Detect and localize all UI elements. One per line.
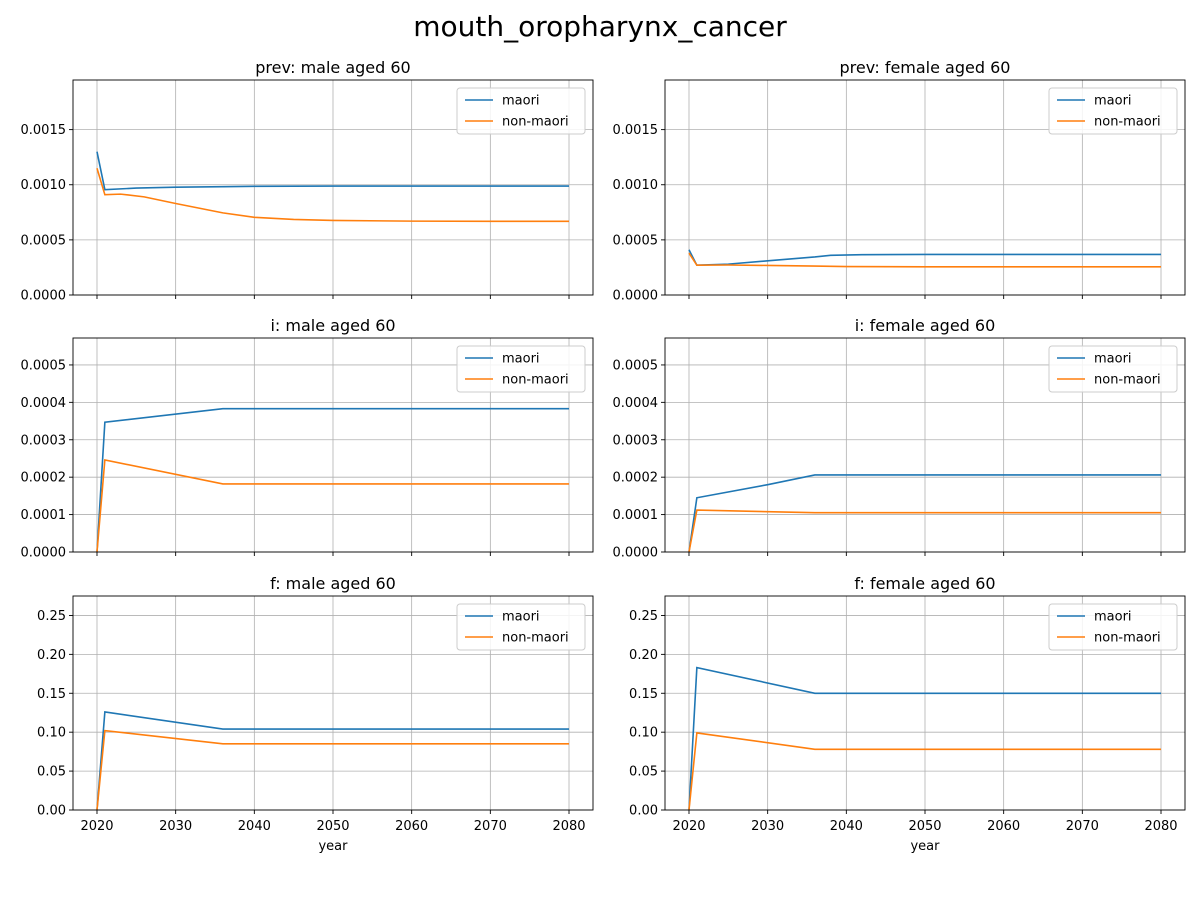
series-line-non-maori: [688, 509, 1162, 552]
series-line-non-maori: [96, 167, 570, 223]
subplot-title: f: female aged 60: [854, 574, 995, 593]
y-tick-label: 0.0010: [21, 178, 67, 193]
subplot-title: i: male aged 60: [270, 316, 395, 335]
legend-label: non-maori: [1094, 373, 1161, 388]
legend-label: non-maori: [502, 115, 569, 130]
x-tick-label: 2080: [1144, 819, 1177, 834]
y-tick-label: 0.15: [629, 687, 658, 702]
y-tick-label: 0.00: [629, 804, 658, 819]
subplot-title: prev: female aged 60: [840, 58, 1011, 77]
y-tick-label: 0.0005: [613, 233, 659, 248]
subplot-title: i: female aged 60: [855, 316, 996, 335]
x-axis-label: year: [910, 839, 940, 854]
y-tick-label: 0.0001: [21, 508, 67, 523]
x-tick-label: 2060: [987, 819, 1020, 834]
subplot-3: 0.0000 0.0001 0.0002 0.0003 0.0004 0.0005 i: m…: [21, 316, 594, 561]
y-tick-label: 0.0001: [613, 508, 659, 523]
x-tick-label: 2060: [395, 819, 428, 834]
x-tick-label: 2020: [672, 819, 705, 834]
x-tick-label: 2040: [830, 819, 863, 834]
y-tick-label: 0.00: [37, 804, 66, 819]
y-tick-label: 0.15: [37, 687, 66, 702]
subplot-4: 0.0000 0.0001 0.0002 0.0003 0.0004 0.0005 i: f…: [613, 316, 1186, 561]
x-tick-label: 2030: [159, 819, 192, 834]
series-line-maori: [96, 711, 570, 810]
y-tick-label: 0.0015: [21, 123, 67, 138]
y-tick-label: 0.10: [37, 726, 66, 741]
legend-label: non-maori: [502, 373, 569, 388]
series-line-maori: [96, 407, 570, 552]
legend-label: maori: [502, 352, 540, 367]
x-tick-label: 2050: [908, 819, 941, 834]
series-line-non-maori: [96, 729, 570, 810]
y-tick-label: 0.0015: [613, 123, 659, 138]
y-tick-label: 0.0000: [613, 289, 659, 304]
y-tick-label: 0.0005: [21, 233, 67, 248]
y-tick-label: 0.0004: [613, 396, 659, 411]
legend-label: non-maori: [502, 631, 569, 646]
y-tick-label: 0.25: [37, 609, 66, 624]
legend-label: maori: [1094, 352, 1132, 367]
y-tick-label: 0.0000: [613, 546, 659, 561]
y-tick-label: 0.10: [629, 726, 658, 741]
y-tick-label: 0.0004: [21, 396, 67, 411]
y-tick-label: 0.05: [37, 765, 66, 780]
y-tick-label: 0.0005: [613, 358, 659, 373]
x-tick-label: 2050: [316, 819, 349, 834]
x-tick-label: 2070: [474, 819, 507, 834]
subplot-5: 0.00 0.05 0.10 0.15 0.20 0.25 2020 2030 2040 2050…: [37, 574, 594, 854]
series-line-non-maori: [688, 732, 1162, 810]
series-line-maori: [96, 151, 570, 191]
legend-label: maori: [502, 610, 540, 625]
y-tick-label: 0.0000: [21, 546, 67, 561]
subplot-6: 0.00 0.05 0.10 0.15 0.20 0.25 2020 2030 2040 2050…: [629, 574, 1186, 854]
y-tick-label: 0.0003: [613, 433, 659, 448]
subplot-title: f: male aged 60: [270, 574, 396, 593]
y-tick-label: 0.20: [629, 648, 658, 663]
legend-label: maori: [1094, 610, 1132, 625]
legend-label: non-maori: [1094, 631, 1161, 646]
x-tick-label: 2080: [552, 819, 585, 834]
y-tick-label: 0.05: [629, 765, 658, 780]
y-tick-label: 0.20: [37, 648, 66, 663]
x-tick-label: 2020: [80, 819, 113, 834]
legend-label: maori: [502, 94, 540, 109]
subplot-title: prev: male aged 60: [255, 58, 410, 77]
x-tick-label: 2030: [751, 819, 784, 834]
legend-label: non-maori: [1094, 115, 1161, 130]
y-tick-label: 0.0003: [21, 433, 67, 448]
y-tick-label: 0.0010: [613, 178, 659, 193]
series-line-maori: [688, 666, 1162, 810]
y-tick-label: 0.0000: [21, 289, 67, 304]
y-tick-label: 0.0005: [21, 358, 67, 373]
series-line-non-maori: [96, 459, 570, 552]
y-tick-label: 0.0002: [613, 471, 659, 486]
subplot-1: 0.0000 0.0005 0.0010 0.0015 prev: male aged …: [21, 58, 594, 304]
x-axis-label: year: [318, 839, 348, 854]
x-tick-label: 2040: [238, 819, 271, 834]
series-line-maori: [688, 474, 1162, 552]
x-tick-label: 2070: [1066, 819, 1099, 834]
y-tick-label: 0.25: [629, 609, 658, 624]
legend-label: maori: [1094, 94, 1132, 109]
subplot-2: 0.0000 0.0005 0.0010 0.0015 prev: female age…: [613, 58, 1186, 304]
y-tick-label: 0.0002: [21, 471, 67, 486]
figure-title: mouth_oropharynx_cancer: [413, 10, 787, 43]
series-line-non-maori: [688, 252, 1162, 268]
